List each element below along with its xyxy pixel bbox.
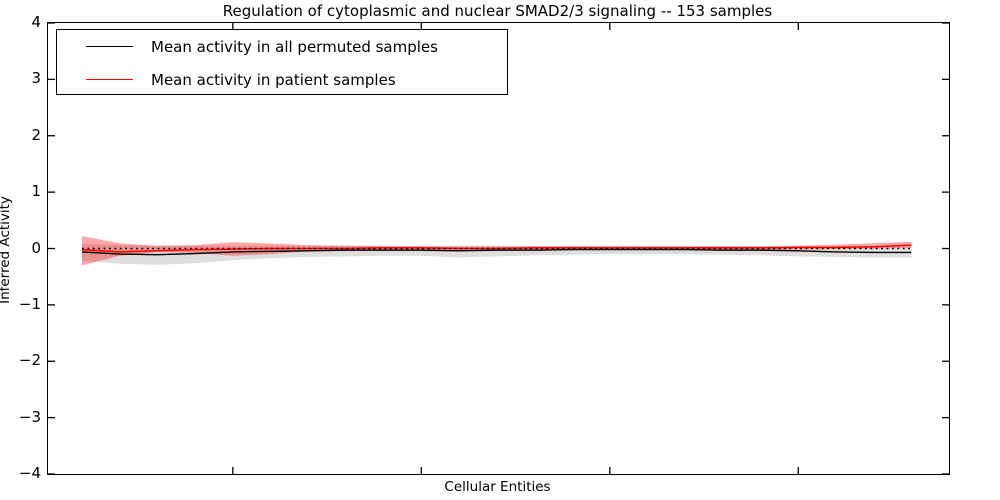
permuted-line-swatch [86,46,133,47]
legend-box: Mean activity in all permuted samples Me… [56,29,508,95]
legend-item-permuted: Mean activity in all permuted samples [57,30,507,63]
y-tick-label: −4 [18,464,41,482]
x-axis-label: Cellular Entities [444,479,551,495]
legend-item-patient: Mean activity in patient samples [57,63,507,96]
y-tick-label: 0 [31,238,41,257]
chart-canvas [48,23,949,474]
patient-mean-line [81,244,912,253]
y-tick-label: 3 [31,69,41,88]
patient-line-swatch [86,79,133,80]
y-tick-label: −1 [18,294,41,313]
legend-label: Mean activity in all permuted samples [151,37,438,56]
y-tick-label: 1 [31,182,41,201]
y-tick-label: 2 [31,125,41,144]
plot-area [47,22,950,475]
y-tick-label: −3 [18,407,41,426]
y-tick-label: 4 [31,13,41,31]
patient-samples-band [82,236,912,266]
chart-title: Regulation of cytoplasmic and nuclear SM… [222,2,773,20]
legend-label: Mean activity in patient samples [151,70,396,89]
y-tick-label: −2 [18,351,41,370]
permuted-mean-line [81,248,912,256]
